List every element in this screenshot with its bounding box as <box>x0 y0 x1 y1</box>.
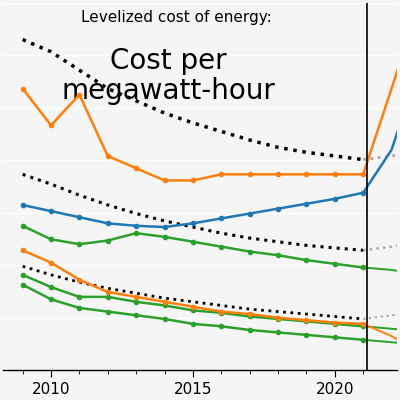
Text: Cost per
megawatt-hour: Cost per megawatt-hour <box>62 47 275 105</box>
Text: Levelized cost of energy:: Levelized cost of energy: <box>81 10 272 25</box>
